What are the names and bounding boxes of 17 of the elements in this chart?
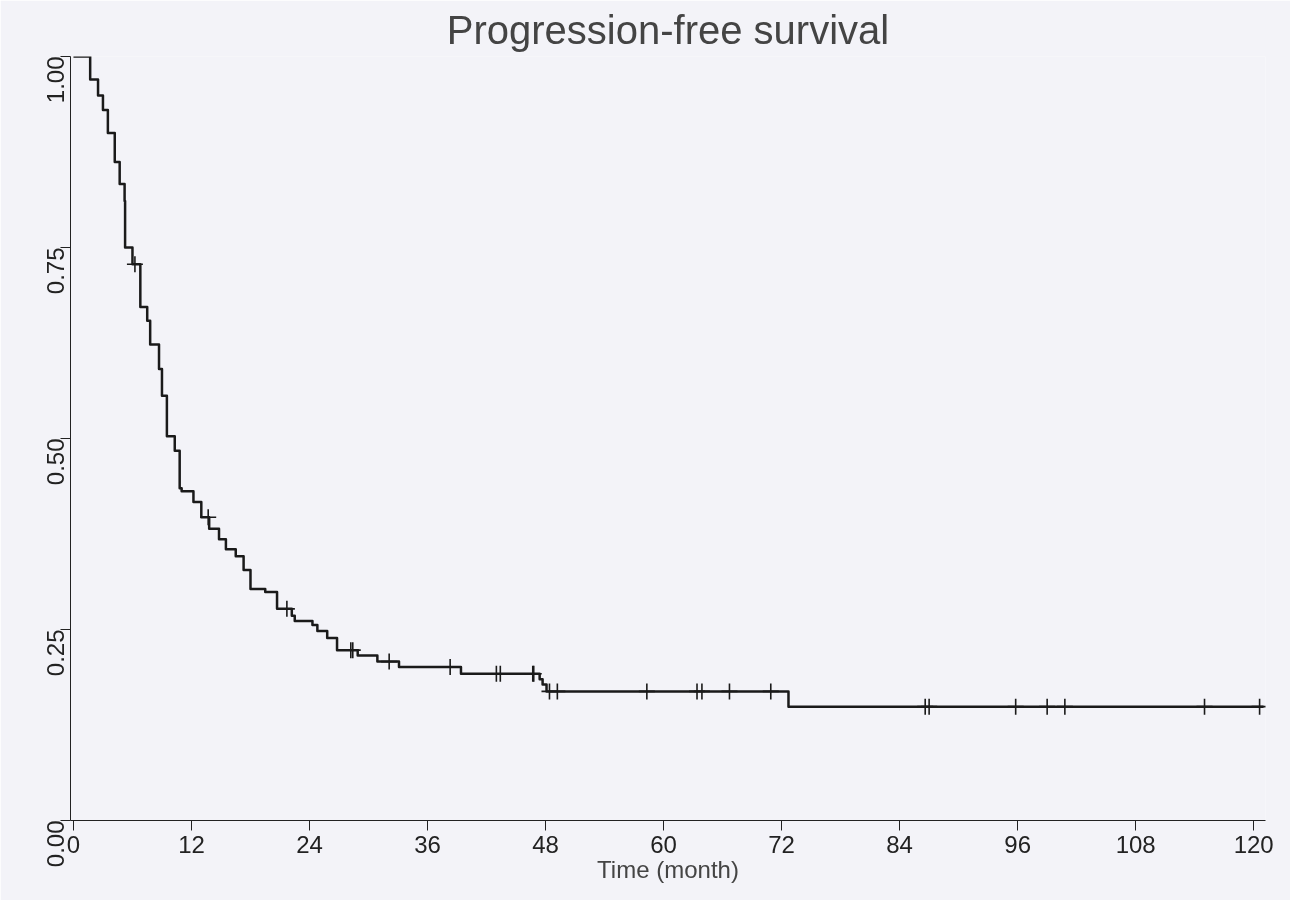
x-tick-label: 0	[66, 830, 81, 858]
x-tick-label: 12	[178, 830, 205, 858]
x-tick-label: 24	[296, 830, 323, 858]
x-tick-label: 36	[414, 830, 441, 858]
y-tick-label: 0.25	[42, 629, 69, 677]
y-tick-label: 0.75	[42, 247, 69, 295]
x-tick-label: 60	[650, 830, 677, 858]
chart-title: Progression-free survival	[446, 7, 890, 52]
x-tick-label: 120	[1233, 830, 1274, 858]
x-tick-label: 108	[1115, 830, 1156, 858]
y-tick-label: 1.00	[42, 56, 69, 104]
x-tick-label: 84	[886, 830, 913, 858]
x-tick-label: 48	[532, 830, 559, 858]
x-tick-label: 96	[1004, 830, 1031, 858]
x-axis-title: Time (month)	[597, 855, 739, 883]
x-tick-label: 72	[768, 830, 795, 858]
y-tick-label: 0.50	[42, 438, 69, 486]
